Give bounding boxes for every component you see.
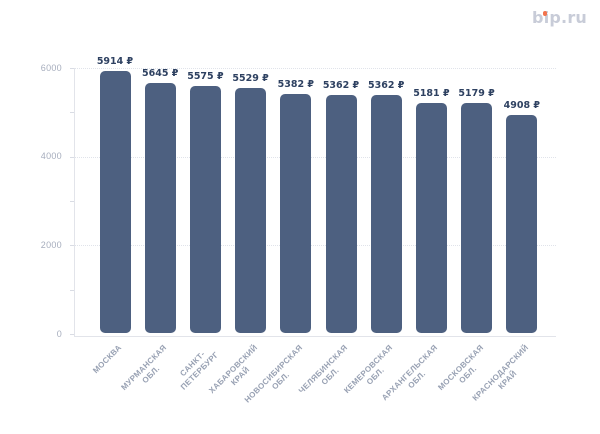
bar-value-label: 5914 ₽ xyxy=(96,56,134,67)
logo-text: bip.ru xyxy=(532,8,587,27)
bar-value-label: 5382 ₽ xyxy=(277,79,314,90)
y-axis-label: 2000 xyxy=(40,239,62,250)
bar-value-label: 5179 ₽ xyxy=(458,88,495,99)
bar xyxy=(99,71,131,333)
site-logo[interactable]: bip.ru xyxy=(532,8,587,27)
logo-i-dot xyxy=(542,11,548,16)
gridline xyxy=(75,68,556,69)
bar-value-label: 5362 ₽ xyxy=(368,80,405,91)
y-axis-label: 0 xyxy=(56,328,62,339)
plot-area: 5914 ₽ 5645 ₽ 5575 ₽ 5529 ₽ 5382 ₽ 5362 ₽ 5362… xyxy=(70,56,556,337)
bar xyxy=(189,86,221,333)
bar-value-label: 5645 ₽ xyxy=(142,68,179,79)
bar xyxy=(325,95,357,333)
bar-value-label: 4908 ₽ xyxy=(503,100,540,111)
bar xyxy=(235,88,267,333)
y-axis-label: 4000 xyxy=(40,151,62,162)
bar-value-label: 5529 ₽ xyxy=(232,73,269,84)
bar xyxy=(370,95,402,333)
y-axis-tick xyxy=(70,68,74,69)
bar-value-label: 5575 ₽ xyxy=(187,71,224,82)
y-axis-tick xyxy=(70,112,74,114)
bar xyxy=(280,94,312,333)
gridline xyxy=(75,245,556,247)
bar xyxy=(415,103,447,333)
y-axis-label: 6000 xyxy=(40,62,62,73)
bar xyxy=(461,103,493,333)
bar-value-label: 5181 ₽ xyxy=(413,88,450,99)
gridline xyxy=(75,156,556,158)
bar xyxy=(506,115,538,333)
y-axis-tick xyxy=(70,334,74,335)
x-axis-category-label-text: МОСКВА xyxy=(91,343,124,376)
bar xyxy=(144,83,176,333)
y-axis-tick xyxy=(70,201,74,202)
y-axis-tick xyxy=(70,156,74,158)
bar-value-label: 5362 ₽ xyxy=(322,80,360,91)
y-axis-tick xyxy=(70,289,74,291)
y-axis-tick xyxy=(70,245,74,247)
